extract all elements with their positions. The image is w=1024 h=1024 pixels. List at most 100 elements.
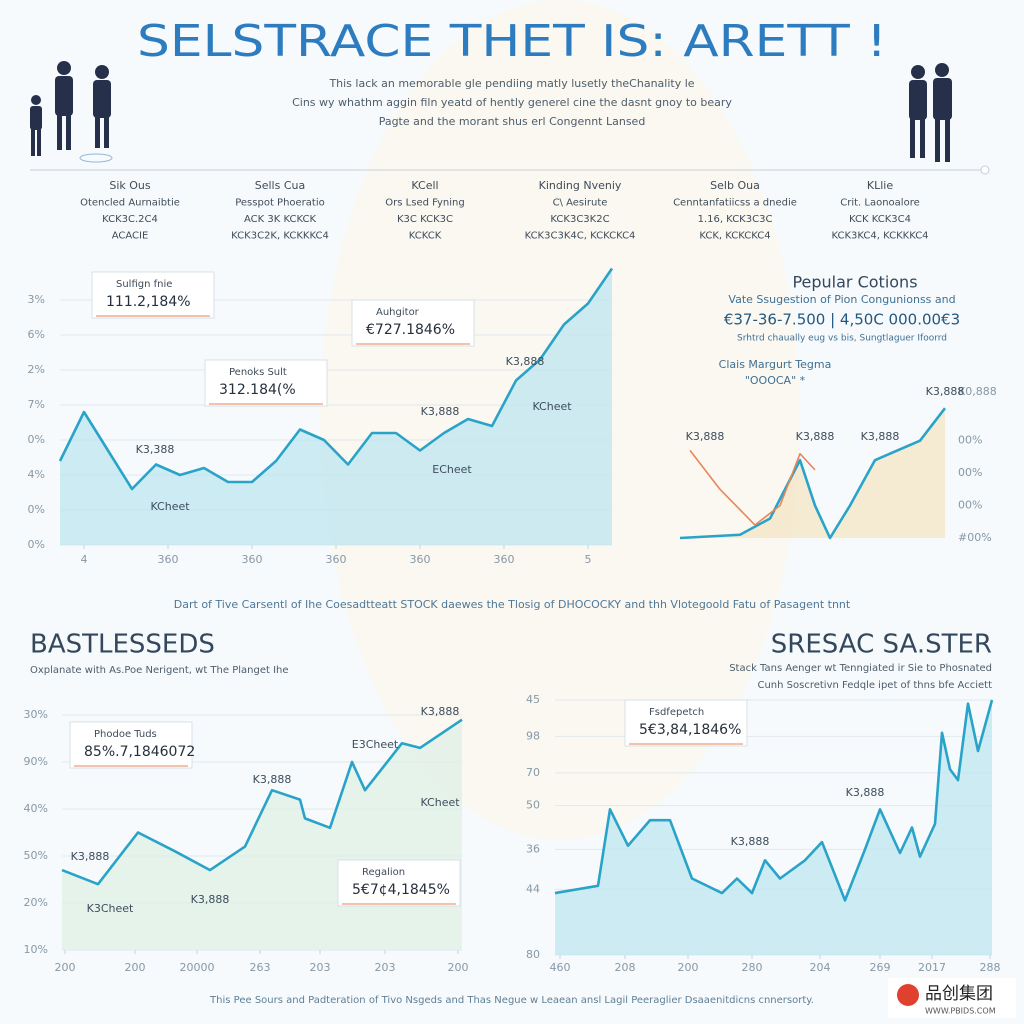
stat-text: Pesspot Phoeratio <box>235 198 325 209</box>
point-label: K3Cheet <box>87 902 134 915</box>
x-tick-label: 203 <box>310 961 331 974</box>
stat-text: K3C KCK3C <box>397 214 453 225</box>
callout-value: 5€7¢4,1845% <box>352 882 450 898</box>
y-tick-label: 20% <box>24 896 48 909</box>
stat-text: 1.16, KCK3C3C <box>698 214 773 225</box>
y-tick-label: 0% <box>28 538 45 551</box>
y-tick-label: 30% <box>24 708 48 721</box>
caption: Dart of Tive Carsentl of Ihe Coesadtteat… <box>174 598 851 611</box>
x-tick-label: 200 <box>55 961 76 974</box>
note: Srhtrd chaually eug vs bis, Sungtlaguer … <box>737 334 947 344</box>
stat-text: KCK3C3K2C <box>550 214 609 225</box>
point-label: K3,888 <box>731 835 770 848</box>
point-label: K3,888 <box>926 385 965 398</box>
callout-title: Regalion <box>362 867 405 878</box>
point-label: K3,888 <box>191 893 230 906</box>
stat-text: KCK3C.2C4 <box>102 214 158 225</box>
stat-text: KCK, KCKCKC4 <box>699 231 770 242</box>
point-label: E3Cheet <box>352 738 399 751</box>
x-tick-label: 360 <box>494 553 515 566</box>
callout-box <box>351 299 475 347</box>
x-tick-label: 200 <box>678 961 699 974</box>
y-tick-label: #00% <box>958 531 992 544</box>
x-tick-label: 5 <box>585 553 592 566</box>
x-tick-label: 360 <box>158 553 179 566</box>
x-tick-label: 2017 <box>918 961 946 974</box>
subtitle: Pagte and the morant shus erl Congennt L… <box>379 115 646 128</box>
callout-box <box>69 721 193 769</box>
point-label: K3,888 <box>71 850 110 863</box>
x-tick-label: 460 <box>550 961 571 974</box>
y-tick-label: 2% <box>28 363 45 376</box>
y-tick-label: 7% <box>28 398 45 411</box>
y-tick-label: 00% <box>958 434 982 447</box>
x-tick-label: 20000 <box>180 961 215 974</box>
stat-text: C\ Aesirute <box>553 198 608 209</box>
point-label: K3,888 <box>253 773 292 786</box>
page-title: SELSTRACE THET IS: ARETT ! <box>137 16 887 67</box>
subtitle: This lack an memorable gle pendiing matl… <box>328 77 694 90</box>
area <box>60 268 612 545</box>
chart-title: SRESAC SA.STER <box>771 630 992 660</box>
stat-text: KCKCK <box>409 231 442 242</box>
subtitle: Cins wy whathm aggin filn yeatd of hentl… <box>292 96 732 109</box>
stat-text: KLlie <box>867 179 893 192</box>
note: Clais Margurt Tegma <box>719 358 832 371</box>
stat-text: Selb Oua <box>710 179 760 192</box>
callout-box <box>204 359 328 407</box>
y-tick-label: 4% <box>28 468 45 481</box>
y-tick-label: 40% <box>24 802 48 815</box>
callout-title: Fsdfepetch <box>649 707 704 718</box>
y-tick-label: 50 <box>526 799 540 812</box>
chart-title: Pepular Cotions <box>792 273 917 292</box>
x-tick-label: 4 <box>81 553 88 566</box>
callout-title: Phodoe Tuds <box>94 729 157 740</box>
callout-value: 312.184(% <box>219 382 296 398</box>
y-tick-label: 45 <box>526 693 540 706</box>
line <box>61 718 463 886</box>
callout-title: Auhgitor <box>376 307 420 318</box>
stat-text: Ors Lsed Fyning <box>385 198 464 209</box>
callout-title: Penoks Sult <box>229 367 287 378</box>
x-tick-label: 203 <box>375 961 396 974</box>
stat-text: Kinding Nveniy <box>539 179 622 192</box>
stat-text: KCell <box>411 179 438 192</box>
point-label: K3,888 <box>861 430 900 443</box>
stat-text: Sik Ous <box>109 179 151 192</box>
callout-value: 5€3,84,1846% <box>639 722 741 738</box>
line <box>554 699 994 902</box>
people-right <box>909 63 952 162</box>
y-tick-label: 98 <box>526 729 540 742</box>
line <box>679 407 947 540</box>
x-tick-label: 360 <box>326 553 347 566</box>
y-tick-label: 36 <box>526 842 540 855</box>
point-label: K3,888 <box>421 705 460 718</box>
decor <box>980 165 990 175</box>
chart-subtitle: Cunh Soscretivn Fedqle ipet of thns bfe … <box>757 680 992 691</box>
note: "OOOCA" * <box>745 374 806 387</box>
y-tick-label: 0% <box>28 433 45 446</box>
point-label: K3,888 <box>421 405 460 418</box>
callout-value: 111.2,184% <box>106 294 191 310</box>
people-left <box>30 61 111 156</box>
y-tick-label: 0% <box>28 503 45 516</box>
chart-title: BASTLESSEDS <box>30 630 215 660</box>
point-label: KCheet <box>420 796 460 809</box>
point-label: K3,888 <box>506 355 545 368</box>
y-tick-label: K0,888 <box>958 385 997 398</box>
y-tick-label: 44 <box>526 882 540 895</box>
y-tick-label: 90% <box>24 755 48 768</box>
stat-text: KCK KCK3C4 <box>849 214 911 225</box>
area <box>680 408 945 538</box>
decor <box>79 153 113 163</box>
point-label: K3,888 <box>846 786 885 799</box>
point-label: KCheet <box>150 500 190 513</box>
x-tick-label: 208 <box>615 961 636 974</box>
area <box>555 700 992 955</box>
point-label: ECheet <box>432 463 472 476</box>
y-tick-label: 00% <box>958 466 982 479</box>
stat-text: Otencled Aurnaibtie <box>80 198 180 209</box>
x-tick-label: 288 <box>980 961 1001 974</box>
stat-text: KCK3C3K4C, KCKCKC4 <box>525 231 636 242</box>
